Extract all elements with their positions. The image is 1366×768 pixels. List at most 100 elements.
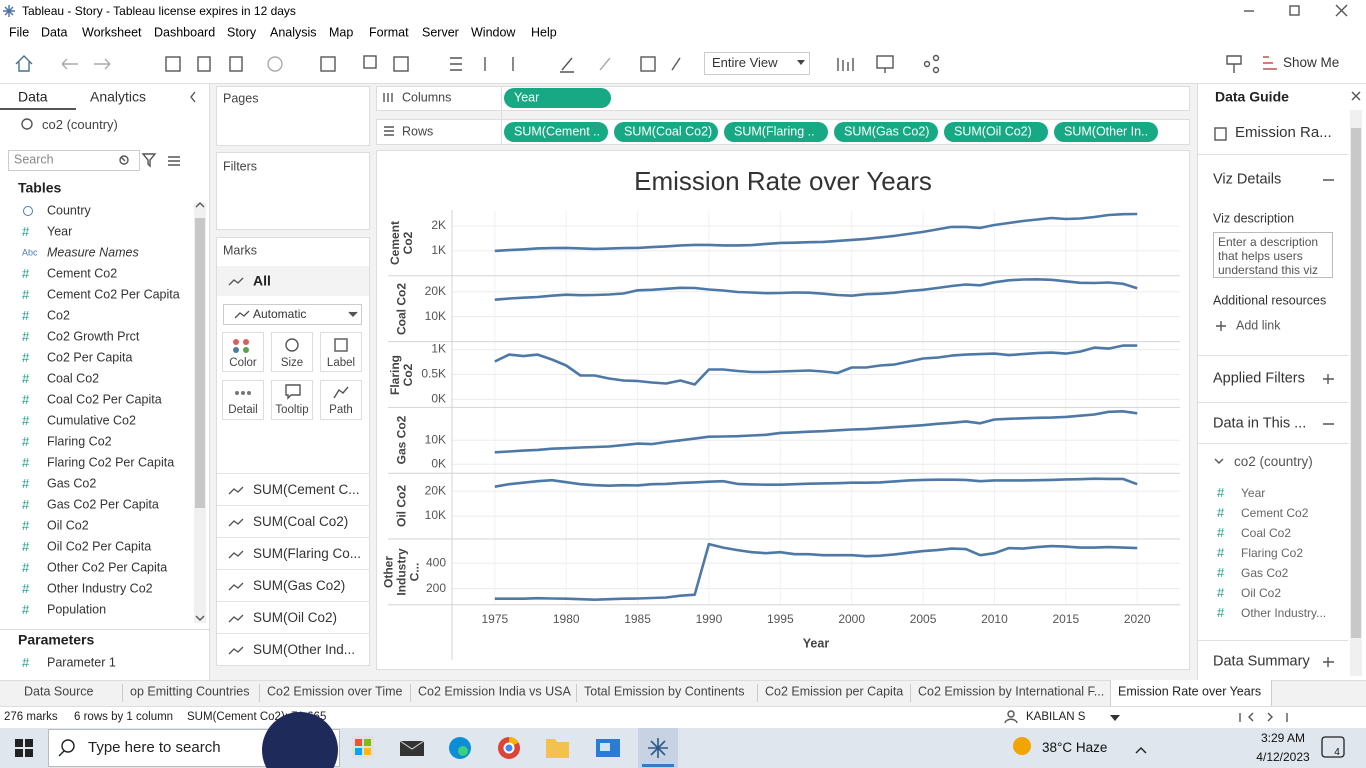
field[interactable]: Flaring Co2 Per Capita: [47, 455, 175, 470]
mark-button[interactable]: [222, 380, 264, 420]
field[interactable]: Coal Co2: [47, 371, 100, 386]
tab-label[interactable]: Total Emission by Continents: [584, 684, 745, 699]
active-tab: [1110, 680, 1272, 706]
mark-button[interactable]: [320, 380, 362, 420]
field[interactable]: Cement Co2: [47, 266, 118, 281]
add-link[interactable]: Add link: [1236, 318, 1281, 333]
x-tick-label: 1990: [696, 612, 723, 626]
field[interactable]: Gas Co2 Per Capita: [47, 497, 159, 512]
analytics-tab[interactable]: Analytics: [90, 88, 147, 105]
field[interactable]: Population: [47, 602, 107, 617]
menu-item[interactable]: File: [9, 25, 30, 40]
mark-button-label: Tooltip: [275, 404, 309, 417]
marks-separator: [217, 505, 369, 506]
guide-separator: [1198, 355, 1348, 356]
tab-label[interactable]: Co2 Emission by International F...: [918, 684, 1105, 699]
pill[interactable]: [504, 122, 608, 142]
field[interactable]: Oil Co2 Per Capita: [47, 539, 152, 554]
parameter[interactable]: Parameter 1: [47, 655, 116, 670]
field[interactable]: Measure Names: [47, 245, 139, 260]
marks-item[interactable]: SUM(Oil Co2): [253, 609, 338, 625]
field-type: #: [22, 308, 30, 324]
field[interactable]: Year: [47, 224, 73, 239]
field-type: Abc: [22, 247, 38, 258]
y-tick-label: 0K: [431, 392, 446, 406]
menu-item[interactable]: Window: [471, 25, 516, 40]
tab-label[interactable]: Co2 Emission over Time: [267, 684, 403, 699]
search-box[interactable]: [8, 150, 140, 171]
marks-item[interactable]: SUM(Gas Co2): [253, 577, 346, 593]
menu-item[interactable]: Data: [41, 25, 68, 40]
guide-label: Additional resources: [1213, 293, 1327, 308]
menu-item[interactable]: Server: [422, 25, 459, 40]
y-tick-label: 0K: [431, 456, 446, 470]
field[interactable]: Oil Co2: [47, 518, 89, 533]
pill[interactable]: [614, 122, 718, 142]
tab-label[interactable]: Co2 Emission India vs USA: [418, 684, 571, 699]
marks-item[interactable]: SUM(Other Ind...: [253, 641, 356, 657]
status-text: 276 marks: [4, 711, 58, 724]
pill[interactable]: [504, 88, 611, 108]
guide-section[interactable]: Applied Filters: [1213, 370, 1305, 387]
pill[interactable]: [944, 122, 1048, 142]
tab-divider: [122, 684, 123, 702]
marks-item[interactable]: SUM(Coal Co2): [253, 513, 349, 529]
mark-button[interactable]: [271, 332, 313, 372]
data-tab[interactable]: Data: [18, 88, 48, 105]
guide-section[interactable]: Viz Details: [1213, 171, 1282, 188]
menu-item[interactable]: Worksheet: [82, 25, 142, 40]
show-me[interactable]: Show Me: [1283, 54, 1340, 70]
data-source[interactable]: co2 (country): [42, 117, 118, 133]
guide-field: Cement Co2: [1241, 505, 1309, 520]
field[interactable]: Other Industry Co2: [47, 581, 153, 596]
field[interactable]: Gas Co2: [47, 476, 97, 491]
field[interactable]: Country: [47, 203, 91, 218]
field[interactable]: Co2: [47, 308, 70, 323]
pill[interactable]: [724, 122, 828, 142]
y-axis-title: Oil Co2: [394, 485, 409, 528]
active-tab-label[interactable]: Emission Rate over Years: [1118, 684, 1262, 699]
user-name[interactable]: KABILAN S: [1026, 711, 1086, 724]
field-type: #: [22, 413, 30, 429]
field[interactable]: Co2 Growth Prct: [47, 329, 140, 344]
guide-label: Viz description: [1213, 211, 1295, 226]
series-line: [494, 542, 1138, 601]
tab-label[interactable]: op Emitting Countries: [130, 684, 250, 699]
field[interactable]: Cumulative Co2: [47, 413, 136, 428]
pill-label: SUM(Coal Co2): [624, 124, 713, 139]
field-type: #: [1217, 585, 1225, 601]
columns-shelf: [376, 86, 1190, 111]
mark-button[interactable]: [222, 332, 264, 372]
menu-item[interactable]: Map: [329, 25, 354, 40]
guide-section[interactable]: Data Summary: [1213, 653, 1310, 670]
tab-label[interactable]: Co2 Emission per Capita: [765, 684, 904, 699]
y-tick-label: 200: [426, 581, 446, 595]
marks-item[interactable]: SUM(Flaring Co...: [253, 545, 362, 561]
status-text: SUM(Cement Co2): 71,665: [187, 711, 327, 724]
field[interactable]: Other Co2 Per Capita: [47, 560, 168, 575]
field-type: #: [22, 539, 30, 555]
menu-item[interactable]: Dashboard: [154, 25, 216, 40]
guide-section[interactable]: Data in This ...: [1213, 415, 1307, 432]
marks-item[interactable]: SUM(Cement C...: [253, 481, 360, 497]
menu-item[interactable]: Help: [531, 25, 557, 40]
marks-separator: [217, 473, 369, 474]
toolbar: [0, 44, 1366, 84]
pill[interactable]: [834, 122, 938, 142]
pill-label: SUM(Oil Co2): [954, 124, 1032, 139]
y-tick-label: 20K: [425, 284, 446, 298]
mark-type[interactable]: [223, 304, 362, 325]
menu-item[interactable]: Story: [227, 25, 257, 40]
field[interactable]: Cement Co2 Per Capita: [47, 287, 180, 302]
menu-item[interactable]: Format: [369, 25, 409, 40]
tab-label[interactable]: Data Source: [24, 684, 94, 699]
y-tick-label: 10K: [425, 432, 446, 446]
menu-item[interactable]: Analysis: [270, 25, 317, 40]
field[interactable]: Co2 Per Capita: [47, 350, 133, 365]
mark-type-label: Automatic: [253, 306, 307, 321]
field[interactable]: Coal Co2 Per Capita: [47, 392, 162, 407]
pill[interactable]: [1054, 122, 1158, 142]
search-text: Type here to search: [88, 739, 221, 756]
fit-dropdown[interactable]: [704, 52, 810, 75]
field[interactable]: Flaring Co2: [47, 434, 112, 449]
